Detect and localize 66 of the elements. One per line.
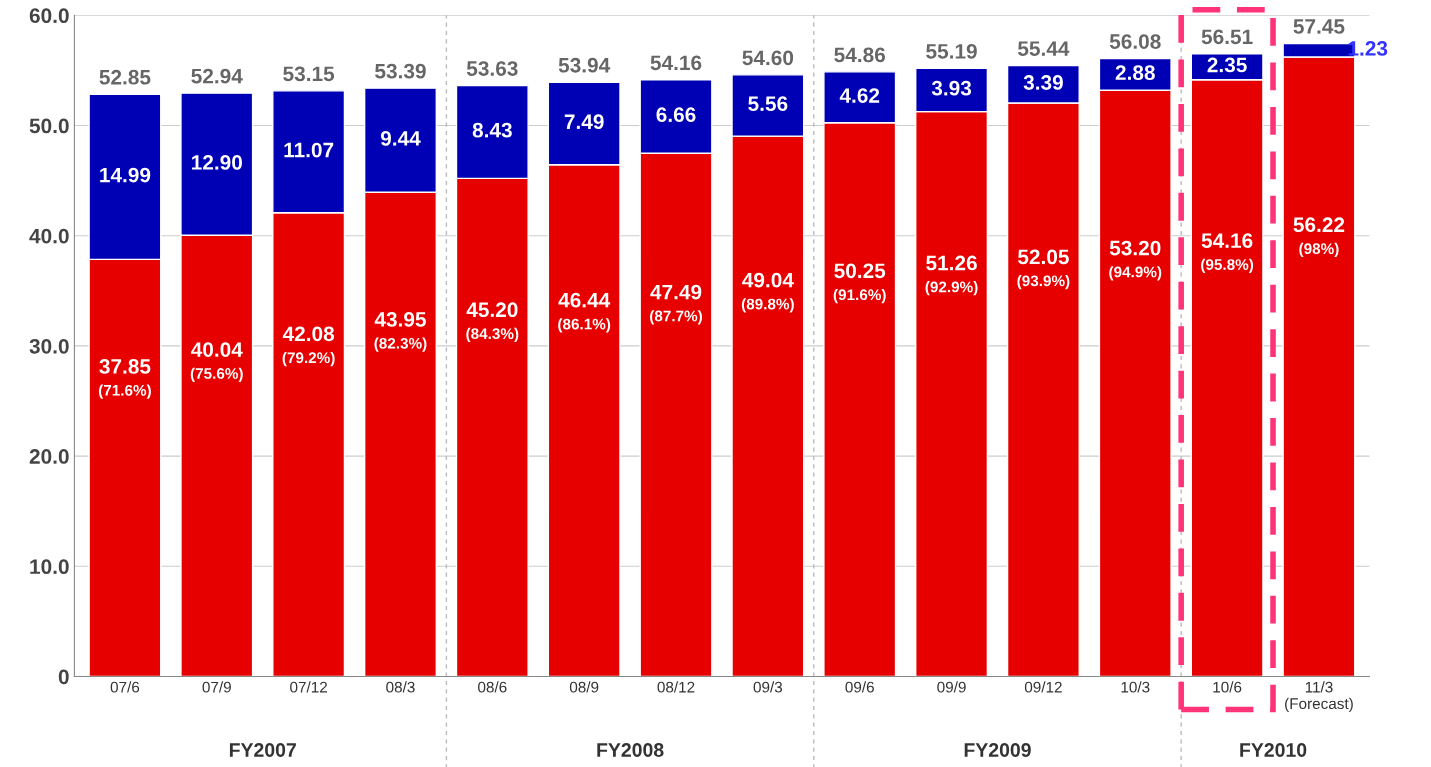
data-label: 49.04 (89.8%) [741,272,794,313]
data-label: 46.44 (86.1%) [558,292,611,333]
x-tick-label: 08/9 [569,681,599,693]
text: FY2010 [1240,743,1307,757]
total-label: 55.19 [926,43,977,59]
y-tick-label: 40.0 [29,228,69,244]
y-tick-label: 20.0 [29,449,69,464]
data-label: 8.43 [472,122,512,138]
data-label: 7.49 [564,114,604,130]
data-label: 2.35 [1207,57,1247,73]
total-label: 53.15 [283,66,335,82]
total-label: 55.44 [1017,41,1070,56]
data-label: 50.25 (91.6%) [833,263,886,304]
x-tick-label: 09/12 [1024,681,1062,693]
text: FY2009 [964,743,1031,757]
total-label: 54.16 [650,55,702,71]
data-label: 14.99 [100,167,151,183]
x-tick-label: 09/6 [845,681,874,693]
data-label: 5.56 [748,96,788,112]
data-label: 37.85 (71.6%) [98,359,151,399]
data-label: 42.08 (79.2%) [282,326,335,367]
data-label: 45.20 (84.3%) [466,302,519,343]
data-label: 3.39 [1023,75,1063,90]
data-label: 43.95 (82.3%) [374,312,427,352]
x-tick-label: 07/12 [290,681,327,693]
data-label: 47.49 (87.7%) [650,284,702,325]
text: FY2007 [229,743,296,757]
data-label: 3.93 [931,80,972,96]
data-label: 53.20 (94.9%) [1109,240,1162,281]
data-label: 4.62 [839,88,880,103]
total-label: 52.85 [99,69,151,85]
x-tick-label: 11/3 (Forecast) [1285,681,1353,713]
text: FY2008 [597,743,664,757]
data-label: 11.07 [284,142,334,158]
data-label: 6.66 [656,107,696,123]
y-tick-label: 0 [58,669,69,685]
x-tick-label: 08/12 [657,681,695,693]
x-tick-label: 08/6 [478,681,507,693]
total-label: 57.45 [1293,19,1345,34]
x-tick-label: 09/9 [937,681,966,693]
total-label: 56.08 [1109,34,1161,49]
total-label: 56.51 [1201,29,1253,45]
total-label: 54.86 [834,47,886,63]
x-tick-label: 10/6 [1213,681,1242,693]
y-tick-label: 60.0 [29,8,69,24]
data-label: 52.05 (93.9%) [1017,249,1070,290]
data-label: 2.88 [1115,65,1155,80]
total-label: 54.60 [742,50,794,66]
data-label: 12.90 [192,155,242,170]
x-tick-label: 09/3 [753,681,783,693]
data-label: 56.22 (98%) [1293,217,1345,258]
total-label: 53.94 [558,57,611,73]
data-label: 9.44 [380,131,421,146]
total-label: 53.63 [466,61,518,76]
total-label: 52.94 [191,68,243,84]
total-label: 53.39 [375,63,426,79]
data-label: 51.26 (92.9%) [925,255,978,296]
data-label: 54.16 (95.8%) [1201,233,1254,273]
x-tick-label: 07/9 [202,681,231,693]
data-label: 40.04 (75.6%) [190,342,243,382]
x-tick-label: 08/3 [386,681,415,693]
y-tick-label: 30.0 [29,338,69,354]
x-tick-label: 10/3 [1121,681,1150,693]
x-tick-label: 07/6 [110,681,140,693]
y-tick-label: 10.0 [30,559,69,575]
y-tick-label: 50.0 [29,118,69,134]
